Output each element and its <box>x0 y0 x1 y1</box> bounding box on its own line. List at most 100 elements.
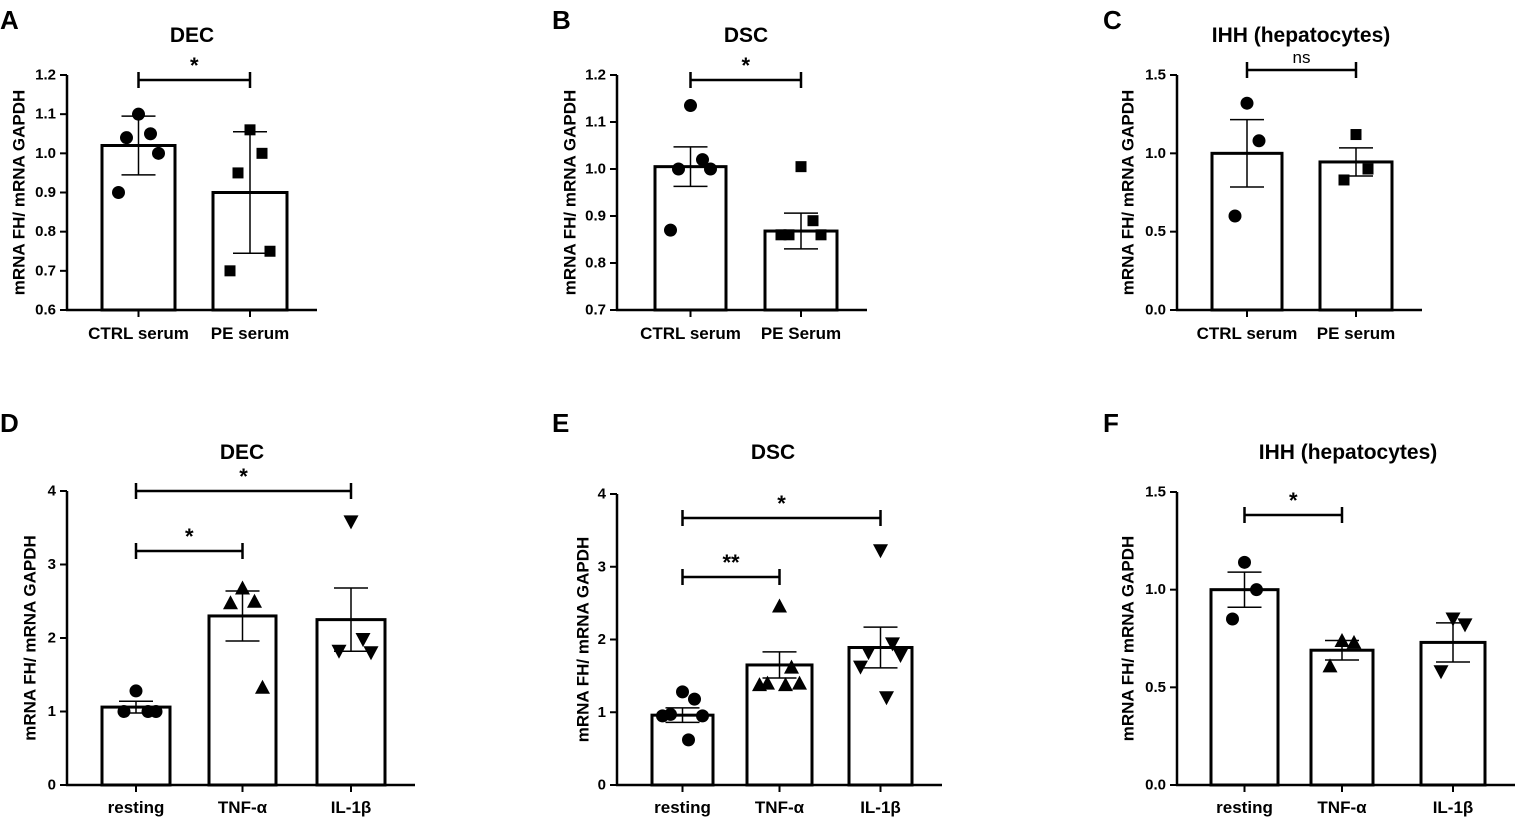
y-tick-label: 3 <box>598 558 606 575</box>
significance-label: * <box>741 53 750 78</box>
data-point <box>656 709 669 723</box>
data-point <box>792 675 807 690</box>
data-point <box>1226 612 1239 626</box>
data-point <box>815 229 827 241</box>
data-point <box>688 692 701 706</box>
x-category-label: IL-1β <box>331 798 372 817</box>
panel-letter: C <box>1103 5 1122 35</box>
y-tick-label: 0.5 <box>1145 679 1166 696</box>
bar <box>1318 160 1394 312</box>
data-point <box>893 649 908 664</box>
data-point <box>247 593 262 608</box>
y-tick-label: 1.0 <box>1145 145 1166 162</box>
chart-title: IHH (hepatocytes) <box>1212 24 1391 47</box>
x-category-label: TNF-α <box>755 798 805 817</box>
x-category-label: PE serum <box>211 324 289 343</box>
data-point <box>363 646 379 661</box>
y-axis-label: mRNA FH/ mRNA GAPDH <box>574 537 593 743</box>
data-point <box>232 167 244 179</box>
chart-panel-e: E DSC mRNA FH/ mRNA GAPDH 0 1 2 3 4 resting TNF-α… <box>552 408 942 817</box>
data-point <box>676 685 689 699</box>
x-category-label: IL-1β <box>860 798 901 817</box>
y-tick-label: 0.5 <box>1145 223 1166 240</box>
data-point <box>879 691 894 706</box>
panel-letter: B <box>552 5 571 35</box>
y-tick-label: 1.5 <box>1145 67 1166 84</box>
bar <box>1419 640 1487 787</box>
y-axis-label: mRNA FH/ mRNA GAPDH <box>10 90 29 296</box>
bar <box>100 705 172 787</box>
y-tick-label: 4 <box>48 483 57 500</box>
y-tick-label: 0.7 <box>35 262 56 279</box>
y-tick-label: 0.7 <box>585 302 606 319</box>
data-point <box>117 705 131 718</box>
chart-panel-b: B DSC mRNA FH/ mRNA GAPDH 0.7 0.8 0.9 1.0 1.1 1.… <box>552 5 867 343</box>
data-point <box>778 677 793 692</box>
y-tick-label: 1.0 <box>35 145 56 162</box>
chart-title: IHH (hepatocytes) <box>1259 441 1438 464</box>
data-point <box>223 595 238 610</box>
chart-panel-d: D DEC mRNA FH/ mRNA GAPDH 0 1 2 3 4 resting TNF-α… <box>0 408 415 817</box>
data-point <box>1350 129 1362 141</box>
data-point <box>255 679 270 694</box>
data-point <box>1445 612 1461 627</box>
bar <box>650 713 715 787</box>
data-point <box>264 245 276 257</box>
data-point <box>343 515 359 530</box>
data-point <box>1252 134 1266 148</box>
y-tick-label: 1.0 <box>585 161 606 178</box>
data-point <box>696 153 709 167</box>
significance-label: * <box>1289 488 1298 513</box>
y-tick-label: 4 <box>598 486 607 503</box>
x-category-label: IL-1β <box>1433 798 1474 817</box>
data-point <box>256 147 268 159</box>
y-tick-label: 1.5 <box>1145 484 1166 501</box>
data-point <box>861 646 876 661</box>
x-category-label: TNF-α <box>218 798 268 817</box>
y-axis-label: mRNA FH/ mRNA GAPDH <box>561 90 580 296</box>
significance-label: * <box>185 524 194 549</box>
data-point <box>235 580 250 595</box>
chart-title: DSC <box>751 441 795 464</box>
data-point <box>1228 209 1242 223</box>
bar <box>1209 588 1280 787</box>
panel-letter: F <box>1103 408 1119 438</box>
x-category-label: resting <box>1216 798 1273 817</box>
bar <box>1309 648 1375 787</box>
data-point <box>224 265 236 277</box>
data-point <box>144 127 157 141</box>
data-point <box>783 229 795 241</box>
data-point <box>244 124 256 136</box>
data-point <box>696 709 709 723</box>
significance-label: ns <box>1293 48 1311 67</box>
y-tick-label: 1 <box>598 704 606 721</box>
x-category-label: TNF-α <box>1317 798 1367 817</box>
data-point <box>1250 583 1263 597</box>
data-point <box>682 733 695 747</box>
y-tick-label: 1.2 <box>585 67 606 84</box>
x-category-label: PE serum <box>1317 324 1395 343</box>
y-axis-label: mRNA FH/ mRNA GAPDH <box>1119 90 1138 296</box>
y-tick-label: 0.0 <box>1145 777 1166 794</box>
chart-title: DEC <box>170 24 214 47</box>
x-category-label: CTRL serum <box>640 324 741 343</box>
x-category-label: CTRL serum <box>88 324 189 343</box>
data-point <box>807 215 819 227</box>
chart-panel-c: C IHH (hepatocytes) mRNA FH/ mRNA GAPDH 0.0… <box>1103 5 1422 343</box>
chart-panel-f: F IHH (hepatocytes) mRNA FH/ mRNA GAPDH 0.0… <box>1103 408 1515 817</box>
data-point <box>129 684 143 698</box>
y-tick-label: 0 <box>598 777 606 794</box>
y-tick-label: 2 <box>48 630 56 647</box>
bar <box>653 165 728 312</box>
significance-label: ** <box>722 550 740 575</box>
chart-title: DEC <box>220 441 264 464</box>
x-category-label: resting <box>654 798 711 817</box>
y-tick-label: 0.9 <box>585 208 606 225</box>
data-point <box>1334 632 1350 647</box>
data-point <box>1362 163 1374 175</box>
y-tick-label: 1.0 <box>1145 581 1166 598</box>
data-point <box>704 162 717 176</box>
y-tick-label: 1.1 <box>585 114 606 131</box>
data-point <box>149 705 163 718</box>
